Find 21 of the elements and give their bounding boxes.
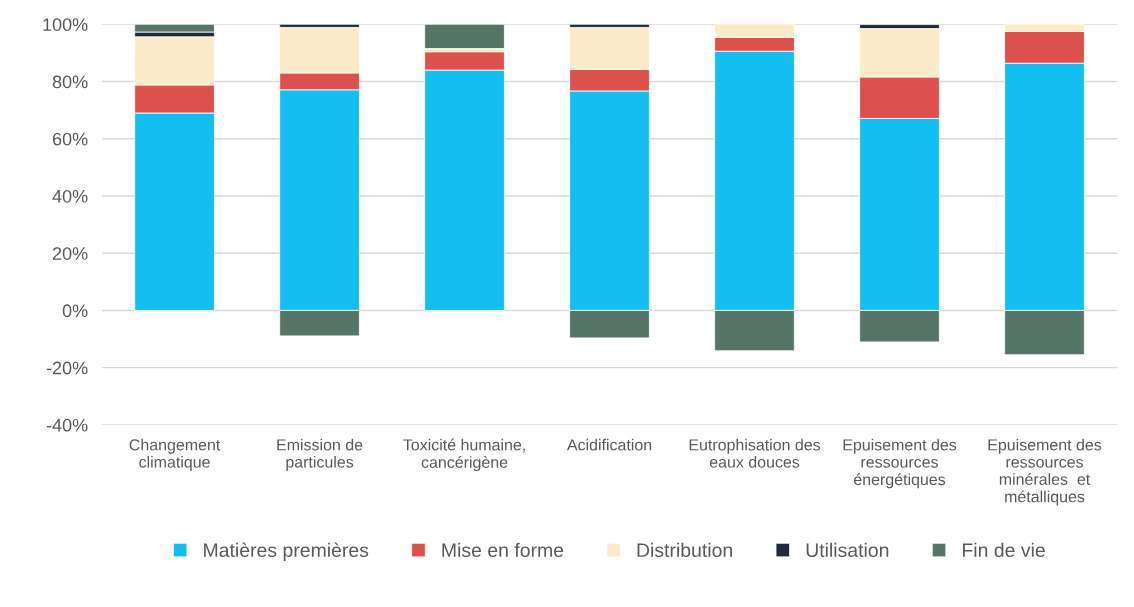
y-tick-label: 20% <box>52 247 88 260</box>
x-tick-label: Epuisement des ressources énergétiques <box>843 438 957 489</box>
x-tick-label: Acidification <box>566 438 652 451</box>
x-tick-label: Emission de particules <box>277 438 363 471</box>
legend-label: Mise en forme <box>442 542 564 558</box>
y-tick-label: -20% <box>46 361 88 375</box>
legend-label: Matières premières <box>204 542 369 561</box>
y-tick-label: 0% <box>62 304 88 318</box>
y-tick-label: 40% <box>52 189 88 203</box>
x-tick-label: Epuisement des ressources minérales et métalliques <box>988 438 1102 506</box>
y-tick-label: -40% <box>46 418 88 432</box>
x-tick-label: Changement climatique <box>129 438 221 471</box>
legend-label: Distribution <box>637 542 732 558</box>
y-tick-label: 80% <box>52 75 88 89</box>
legend-label: Fin de vie <box>963 542 1045 558</box>
legend-label: Utilisation <box>806 542 889 558</box>
bar <box>424 24 505 50</box>
x-tick-label: Eutrophisation des eaux douces <box>689 438 821 468</box>
x-tick-label: Toxicité humaine, cancérigène <box>403 438 525 472</box>
y-tick-label: 60% <box>52 132 88 146</box>
y-tick-label: 100% <box>43 18 88 31</box>
